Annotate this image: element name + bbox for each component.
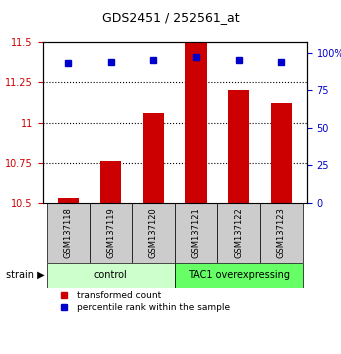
Text: TAC1 overexpressing: TAC1 overexpressing xyxy=(188,270,290,280)
Text: control: control xyxy=(94,270,128,280)
FancyBboxPatch shape xyxy=(47,263,175,287)
Text: GSM137121: GSM137121 xyxy=(192,207,201,258)
FancyBboxPatch shape xyxy=(260,202,303,263)
Text: GSM137118: GSM137118 xyxy=(64,207,73,258)
Bar xyxy=(228,91,249,202)
FancyBboxPatch shape xyxy=(175,202,218,263)
Text: transformed count: transformed count xyxy=(77,291,161,300)
FancyBboxPatch shape xyxy=(132,202,175,263)
Bar xyxy=(271,103,292,202)
Bar xyxy=(186,42,207,202)
FancyBboxPatch shape xyxy=(218,202,260,263)
Bar xyxy=(143,113,164,202)
Text: GDS2451 / 252561_at: GDS2451 / 252561_at xyxy=(102,11,239,24)
Text: GSM137123: GSM137123 xyxy=(277,207,286,258)
FancyBboxPatch shape xyxy=(90,202,132,263)
Text: strain ▶: strain ▶ xyxy=(6,270,45,280)
Text: GSM137122: GSM137122 xyxy=(234,207,243,258)
Bar xyxy=(100,161,121,202)
FancyBboxPatch shape xyxy=(47,202,90,263)
Bar xyxy=(58,198,79,202)
FancyBboxPatch shape xyxy=(175,263,303,287)
Text: percentile rank within the sample: percentile rank within the sample xyxy=(77,303,230,312)
Text: GSM137119: GSM137119 xyxy=(106,207,115,258)
Text: GSM137120: GSM137120 xyxy=(149,207,158,258)
